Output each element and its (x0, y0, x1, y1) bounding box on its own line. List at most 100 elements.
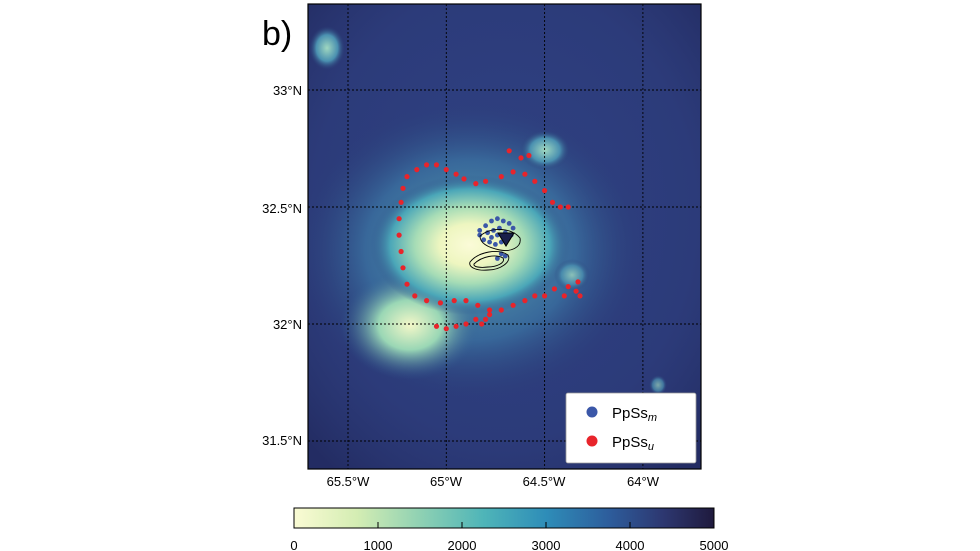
ppssm-point (477, 232, 483, 238)
legend: PpSsm PpSsu (565, 392, 697, 464)
lon-tick-label: 65°W (430, 474, 463, 489)
ppssu-point (463, 298, 469, 304)
lon-tick-label: 64°W (627, 474, 660, 489)
ppssu-point (526, 152, 532, 159)
ppssu-point (396, 232, 402, 238)
panel-label: b) (262, 15, 292, 53)
lon-tick-label: 65.5°W (327, 474, 371, 489)
map-frame (307, 3, 702, 470)
ppssu-point (510, 169, 516, 175)
colorbar-ticks (377, 522, 631, 528)
ppssu-point (451, 298, 457, 304)
ppssu-point (412, 293, 418, 299)
station-marker-icon (497, 232, 515, 247)
lat-tick-label: 32°N (273, 317, 302, 332)
ppssu-point (573, 288, 579, 294)
ppssu-point (487, 312, 493, 318)
legend-label-ppssm: PpSsm (612, 405, 657, 424)
ppssu-point (565, 284, 571, 290)
colorbar-tick-label: 4000 (616, 538, 645, 551)
map-gridlines (308, 4, 701, 469)
ppssu-point (532, 293, 538, 299)
ppssm-point (495, 256, 500, 261)
ppssu-point (557, 204, 563, 210)
bathymetry-map (308, 4, 701, 469)
ppssu-point (433, 323, 440, 329)
data-points (396, 148, 583, 332)
ppssu-point (479, 321, 485, 327)
ppssu-point (475, 302, 481, 308)
lon-tick-label: 64.5°W (523, 474, 567, 489)
colorbar: 0 1000 2000 3000 4000 5000 (290, 507, 729, 551)
ppssu-point (575, 279, 581, 285)
legend-marker-red-icon (586, 435, 598, 447)
ppssu-point (498, 174, 504, 180)
ppssu-point (542, 188, 548, 194)
latitude-labels: 33°N 32.5°N 32°N 31.5°N (262, 83, 302, 448)
ppssu-point (424, 162, 430, 168)
ppssm-point (489, 218, 494, 224)
lat-tick-label: 31.5°N (262, 433, 302, 448)
ppssm-point (491, 228, 496, 233)
colorbar-gradient (293, 507, 715, 529)
ppssu-point (453, 323, 459, 329)
ppssu-point (443, 167, 449, 173)
ppssu-point (398, 199, 404, 205)
ppssu-point (443, 326, 449, 332)
ppssu-point (437, 300, 443, 306)
ppssu-point (400, 265, 406, 271)
colorbar-tick-label: 0 (290, 538, 297, 551)
ppssm-point (481, 237, 487, 243)
ppssm-point (510, 225, 516, 231)
ppssu-point (400, 185, 406, 191)
ppssm-point (483, 223, 488, 229)
ppssu-point (453, 171, 459, 177)
ppssu-point (577, 293, 583, 299)
lat-tick-label: 33°N (273, 83, 302, 98)
ppssm-point (493, 242, 498, 247)
contour-lines (469, 229, 521, 271)
ppssu-point (542, 293, 548, 299)
ppssu-point (487, 307, 493, 313)
ppssm-point (500, 218, 506, 224)
ppssu-point (404, 174, 410, 180)
ppssu-point (551, 286, 558, 292)
colorbar-tick-label: 5000 (700, 538, 729, 551)
ppssm-point (506, 221, 512, 226)
ppssu-point (506, 148, 512, 154)
ppssu-point (398, 248, 404, 255)
ppssu-point (549, 199, 556, 205)
ppssu-point (424, 298, 430, 304)
legend-marker-blue-icon (586, 406, 598, 418)
ppssu-point (404, 281, 410, 287)
legend-box (565, 392, 697, 464)
ppssu-point (510, 302, 516, 308)
ppssu-point (461, 176, 467, 182)
ppssu-point (565, 204, 571, 210)
ppssm-point (477, 228, 483, 233)
ppssu-point (498, 307, 504, 313)
ppssu-point (561, 293, 567, 299)
ppssu-point (433, 162, 440, 168)
ppssu-point (473, 316, 479, 322)
ppssm-point (495, 216, 500, 222)
colorbar-tick-label: 3000 (532, 538, 561, 551)
ppssu-point (522, 298, 528, 304)
colorbar-tick-label: 1000 (364, 538, 393, 551)
ppssu-point (414, 167, 420, 173)
legend-label-ppssu: PpSsu (612, 434, 654, 453)
ppssu-point (483, 316, 489, 322)
ppssu-point (463, 321, 469, 327)
ppssu-point (483, 178, 489, 184)
ppssu-point (532, 178, 538, 184)
ppssm-point (487, 239, 492, 245)
ppssu-point (396, 216, 402, 222)
lat-tick-label: 32.5°N (262, 201, 302, 216)
ppssu-point (522, 171, 528, 177)
ppssm-point (489, 235, 494, 240)
longitude-labels: 65.5°W 65°W 64.5°W 64°W (327, 474, 660, 489)
colorbar-tick-label: 2000 (448, 538, 477, 551)
ppssu-point (473, 181, 479, 187)
ppssu-point (518, 155, 524, 161)
